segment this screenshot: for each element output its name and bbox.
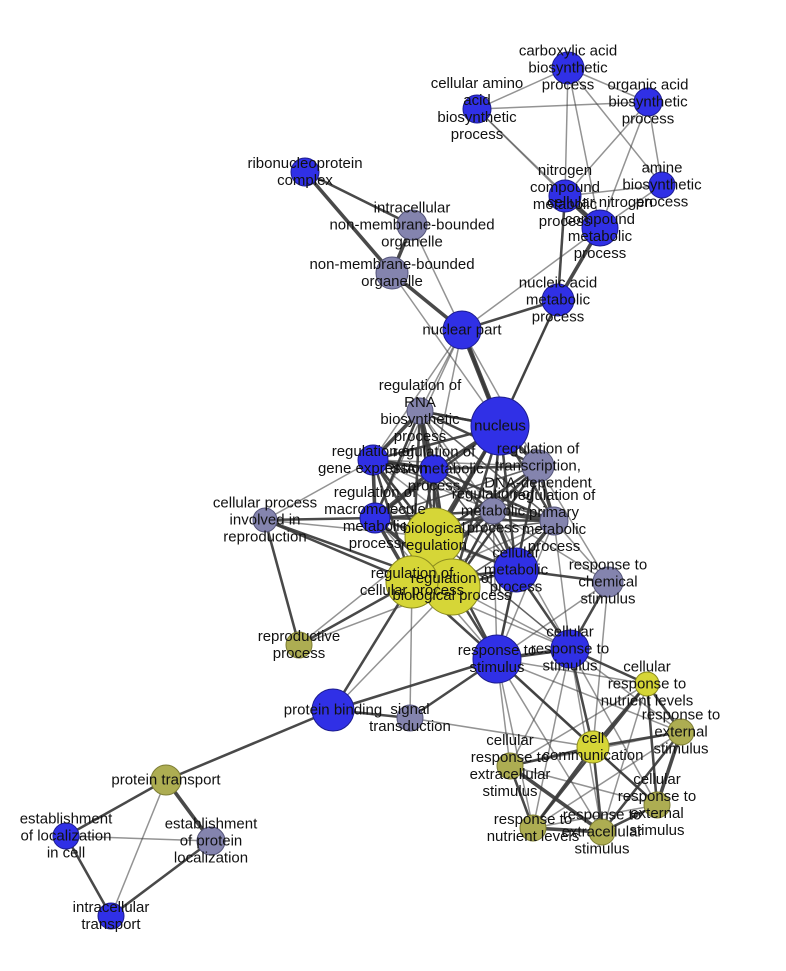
svg-text:protein transport: protein transport: [111, 771, 221, 788]
svg-text:nuclear part: nuclear part: [422, 321, 502, 338]
svg-text:protein binding: protein binding: [284, 701, 382, 718]
svg-text:nucleus: nucleus: [474, 417, 526, 434]
